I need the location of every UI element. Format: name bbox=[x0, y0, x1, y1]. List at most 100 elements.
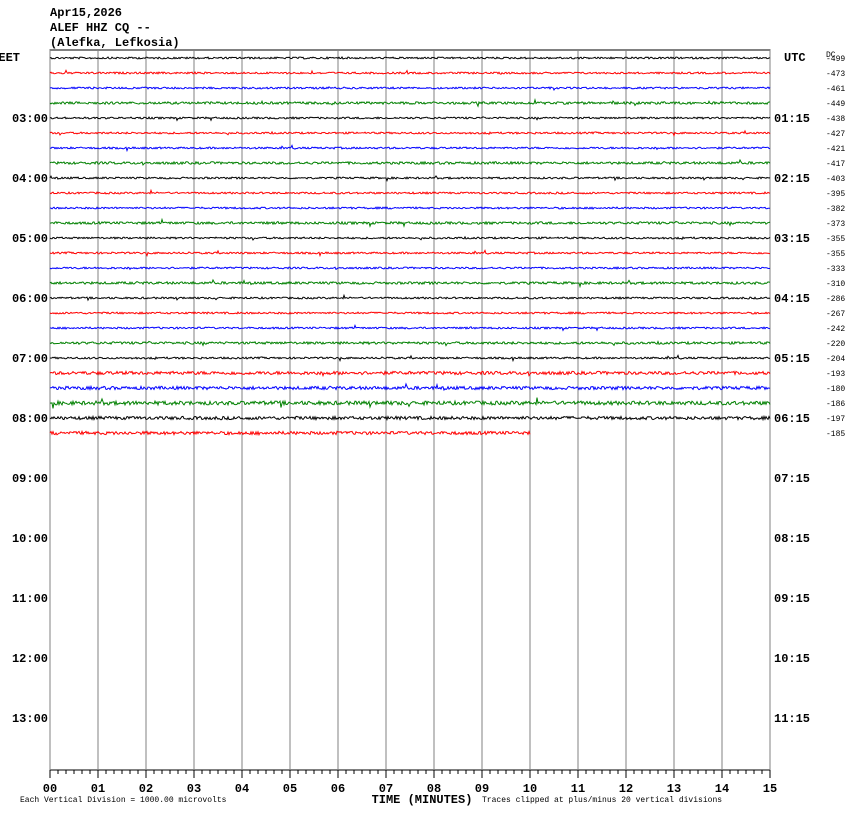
utc-time-label: 02:15 bbox=[774, 172, 810, 186]
utc-time-label: 04:15 bbox=[774, 292, 810, 306]
trace bbox=[49, 278, 770, 289]
utc-time-label: 01:15 bbox=[774, 112, 810, 126]
trace bbox=[49, 217, 771, 228]
trace bbox=[49, 397, 771, 410]
eet-time-label: 07:00 bbox=[12, 352, 48, 366]
eet-time-label: 09:00 bbox=[12, 472, 48, 486]
trace bbox=[49, 293, 771, 302]
trace bbox=[49, 311, 771, 315]
dc-label: -310 bbox=[826, 280, 845, 289]
utc-time-label: 03:15 bbox=[774, 232, 810, 246]
eet-time-label: 10:00 bbox=[12, 532, 48, 546]
utc-time-label: 05:15 bbox=[774, 352, 810, 366]
trace bbox=[49, 354, 771, 363]
location: (Alefka, Lefkosia) bbox=[50, 36, 180, 50]
dc-label: -185 bbox=[826, 430, 845, 439]
dc-label: -473 bbox=[826, 70, 845, 79]
eet-time-label: 06:00 bbox=[12, 292, 48, 306]
trace bbox=[49, 206, 770, 210]
trace bbox=[49, 414, 771, 422]
trace bbox=[49, 116, 771, 122]
dc-label: -373 bbox=[826, 220, 845, 229]
x-tick-label: 12 bbox=[619, 782, 633, 796]
right-axis-label: UTC bbox=[784, 51, 806, 65]
trace bbox=[49, 175, 771, 183]
utc-time-label: 09:15 bbox=[774, 592, 810, 606]
dc-label: -186 bbox=[826, 400, 845, 409]
dc-label: -242 bbox=[826, 325, 845, 334]
utc-time-label: 08:15 bbox=[774, 532, 810, 546]
trace bbox=[49, 98, 770, 108]
trace bbox=[49, 69, 771, 75]
x-tick-label: 11 bbox=[571, 782, 585, 796]
x-tick-label: 13 bbox=[667, 782, 681, 796]
dc-label: -333 bbox=[826, 265, 845, 274]
dc-label: -355 bbox=[826, 250, 845, 259]
dc-label: -286 bbox=[826, 295, 845, 304]
x-tick-label: 03 bbox=[187, 782, 201, 796]
eet-time-label: 03:00 bbox=[12, 112, 48, 126]
plot-frame bbox=[49, 49, 771, 771]
dc-label: -193 bbox=[826, 370, 845, 379]
trace bbox=[49, 340, 771, 347]
dc-label: -267 bbox=[826, 310, 845, 319]
footnote-right: Traces clipped at plus/minus 20 vertical… bbox=[482, 796, 722, 805]
trace bbox=[49, 249, 771, 258]
dc-label: -395 bbox=[826, 190, 845, 199]
trace bbox=[49, 144, 771, 153]
eet-time-label: 04:00 bbox=[12, 172, 48, 186]
trace bbox=[49, 370, 771, 378]
dc-label: -499 bbox=[826, 55, 845, 64]
x-tick-label: 07 bbox=[379, 782, 393, 796]
x-tick-label: 06 bbox=[331, 782, 345, 796]
x-tick-label: 02 bbox=[139, 782, 153, 796]
date: Apr15,2026 bbox=[50, 6, 122, 20]
left-axis-label: EET bbox=[0, 51, 20, 65]
dc-label: -220 bbox=[826, 340, 845, 349]
x-tick-label: 08 bbox=[427, 782, 441, 796]
trace bbox=[49, 56, 771, 60]
dc-label: -461 bbox=[826, 85, 845, 94]
trace bbox=[49, 158, 771, 166]
x-tick-label: 15 bbox=[763, 782, 777, 796]
dc-label: -417 bbox=[826, 160, 845, 169]
dc-label: -197 bbox=[826, 415, 845, 424]
eet-time-label: 05:00 bbox=[12, 232, 48, 246]
eet-time-label: 08:00 bbox=[12, 412, 48, 426]
dc-label: -355 bbox=[826, 235, 845, 244]
trace bbox=[50, 324, 771, 332]
dc-label: -403 bbox=[826, 175, 845, 184]
dc-label: -204 bbox=[826, 355, 845, 364]
dc-label: -180 bbox=[826, 385, 845, 394]
eet-time-label: 12:00 bbox=[12, 652, 48, 666]
dc-label: -438 bbox=[826, 115, 845, 124]
trace bbox=[49, 266, 771, 271]
dc-header: DC bbox=[826, 51, 836, 60]
x-tick-label: 09 bbox=[475, 782, 489, 796]
x-tick-label: 01 bbox=[91, 782, 105, 796]
utc-time-label: 06:15 bbox=[774, 412, 810, 426]
trace bbox=[49, 235, 771, 241]
trace bbox=[49, 86, 771, 92]
trace bbox=[49, 188, 771, 195]
footnote-left: Each Vertical Division = 1000.00 microvo… bbox=[20, 796, 227, 805]
x-tick-label: 10 bbox=[523, 782, 537, 796]
eet-time-label: 11:00 bbox=[12, 592, 48, 606]
eet-time-label: 13:00 bbox=[12, 712, 48, 726]
trace bbox=[49, 382, 771, 392]
trace bbox=[49, 429, 531, 437]
utc-time-label: 11:15 bbox=[774, 712, 810, 726]
dc-label: -382 bbox=[826, 205, 845, 214]
station: ALEF HHZ CQ -- bbox=[50, 21, 151, 35]
dc-label: -421 bbox=[826, 145, 845, 154]
trace bbox=[49, 129, 771, 138]
x-tick-label: 04 bbox=[235, 782, 249, 796]
utc-time-label: 10:15 bbox=[774, 652, 810, 666]
x-tick-label: 14 bbox=[715, 782, 729, 796]
dc-label: -449 bbox=[826, 100, 845, 109]
utc-time-label: 07:15 bbox=[774, 472, 810, 486]
x-tick-label: 00 bbox=[43, 782, 57, 796]
x-axis-title: TIME (MINUTES) bbox=[372, 793, 473, 807]
